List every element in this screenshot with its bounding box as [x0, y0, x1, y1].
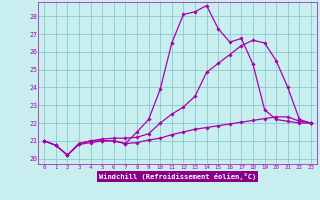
X-axis label: Windchill (Refroidissement éolien,°C): Windchill (Refroidissement éolien,°C)	[99, 173, 256, 180]
